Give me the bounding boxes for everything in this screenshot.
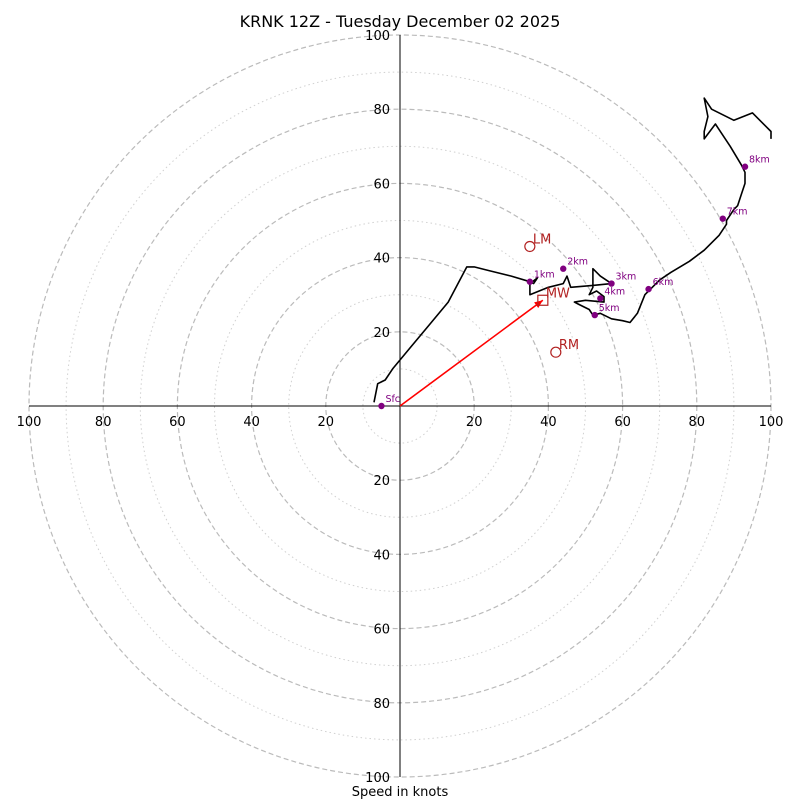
- tick-labels: 100 80 60 40 20 20 40 60 80 100 100 80 60 40 20 20 40 60 8…: [17, 29, 784, 786]
- mean-wind-arrowhead: [534, 300, 543, 309]
- motion-label-rm: RM: [559, 338, 579, 353]
- mean-wind-vector-group: [399, 299, 544, 407]
- height-label-2km: 2km: [567, 257, 588, 268]
- y-tick-label: 100: [365, 771, 390, 786]
- hodograph-trace: [373, 97, 772, 403]
- x-tick-label: 100: [17, 415, 42, 430]
- height-marker-6km: [645, 285, 652, 293]
- y-tick-label: 100: [365, 29, 390, 44]
- motion-label-lm: LM: [533, 232, 551, 247]
- motion-marker-mw: [537, 294, 549, 306]
- x-tick-label: 80: [95, 415, 112, 430]
- height-marker-3km: [608, 280, 615, 287]
- height-label-3km: 3km: [615, 272, 636, 283]
- x-tick-label: 80: [689, 415, 706, 430]
- height-label-1km: 1km: [534, 270, 555, 281]
- height-marker-7km: [719, 215, 726, 222]
- height-label-7km: 7km: [727, 207, 748, 218]
- motion-marker-rm: [550, 346, 562, 358]
- x-tick-label: 20: [466, 415, 483, 430]
- x-tick-label: 60: [614, 415, 631, 430]
- storm-motion-markers: LM RM MW: [524, 232, 579, 358]
- y-tick-label: 40: [373, 252, 390, 267]
- hodograph-line: [373, 97, 772, 403]
- y-tick-label: 60: [373, 623, 390, 638]
- height-label-5km: 5km: [599, 303, 620, 314]
- mean-wind-vector: [399, 299, 544, 407]
- height-marker-2km: [560, 265, 567, 272]
- x-tick-label: 20: [318, 415, 335, 430]
- height-label-4km: 4km: [604, 286, 625, 297]
- chart-title: KRNK 12Z - Tuesday December 02 2025: [240, 12, 561, 31]
- height-marker-sfc: [378, 402, 385, 410]
- height-marker-1km: [526, 278, 534, 285]
- y-tick-label: 20: [373, 474, 390, 489]
- y-tick-label: 20: [373, 326, 390, 341]
- y-tick-label: 60: [373, 177, 390, 192]
- x-tick-label: 40: [243, 415, 260, 430]
- y-tick-label: 80: [373, 103, 390, 118]
- x-axis-label: Speed in knots: [352, 785, 449, 800]
- height-marker-5km: [591, 311, 598, 319]
- height-label-sfc: Sfc: [385, 394, 400, 405]
- height-markers: Sfc 1km 2km 3km 4km 5km 6km 7km 8km: [378, 155, 770, 410]
- motion-label-mw: MW: [546, 286, 570, 301]
- height-marker-4km: [597, 295, 604, 302]
- height-label-6km: 6km: [653, 277, 674, 288]
- motion-marker-lm: [524, 240, 536, 253]
- y-tick-label: 40: [373, 548, 390, 563]
- x-tick-label: 40: [540, 415, 557, 430]
- height-label-8km: 8km: [749, 155, 770, 166]
- x-tick-label: 60: [169, 415, 186, 430]
- x-tick-label: 100: [759, 415, 784, 430]
- height-marker-8km: [741, 163, 749, 170]
- y-tick-label: 80: [373, 697, 390, 712]
